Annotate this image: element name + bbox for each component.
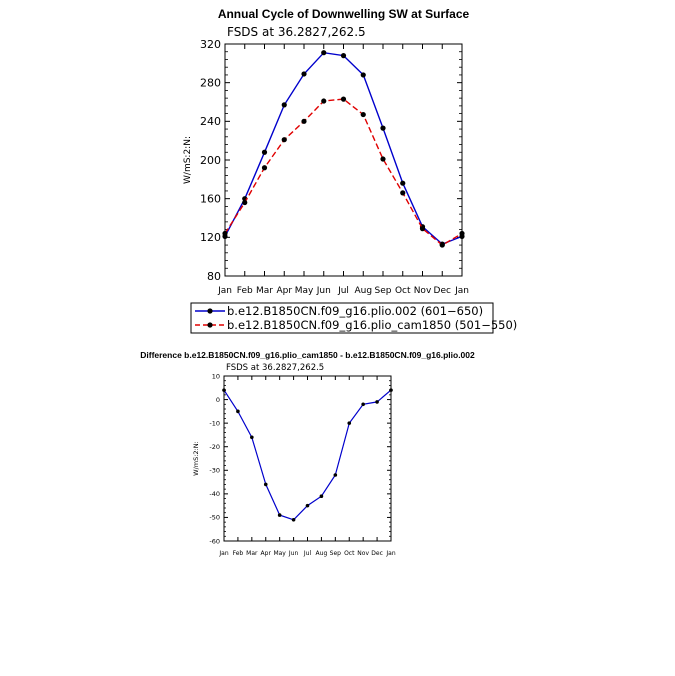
series-1-point <box>400 180 406 186</box>
series-2-point <box>301 118 307 124</box>
y-tick-label: 320 <box>200 38 221 51</box>
y-tick-label: 160 <box>200 193 221 206</box>
y-axis-label: W/mS:2:N: <box>183 136 193 184</box>
series-1-point <box>389 388 393 392</box>
series-2-point <box>321 98 327 104</box>
x-tick-label: Jun <box>316 286 331 296</box>
x-tick-label: Jan <box>454 286 469 296</box>
x-tick-label: Jun <box>288 550 299 557</box>
series-1-point <box>333 473 338 477</box>
series-2-point <box>242 199 248 206</box>
plot-frame <box>223 375 392 542</box>
x-tick-label: Apr <box>276 286 292 296</box>
x-tick-label: Jul <box>303 550 312 557</box>
series-2-point <box>261 165 268 171</box>
y-tick-label: -20 <box>209 443 220 451</box>
series-1-point <box>281 102 287 108</box>
x-tick-label: Aug <box>354 286 372 296</box>
x-tick-label: Oct <box>344 550 355 557</box>
legend-box <box>190 302 494 334</box>
x-tick-label: Mar <box>256 286 273 296</box>
x-tick-label: Jul <box>337 286 349 296</box>
series-2-point <box>281 137 287 143</box>
chart-title: Annual Cycle of Downwelling SW at Surfac… <box>218 7 470 21</box>
y-tick-label: -60 <box>209 537 220 545</box>
y-tick-label: -10 <box>209 419 220 427</box>
series-1-point <box>301 71 307 77</box>
legend-label-1: b.e12.B1850CN.f09_g16.plio.002 (601−650) <box>227 304 483 318</box>
series-1-point <box>305 503 310 508</box>
x-tick-label: Feb <box>233 550 244 557</box>
series-2-point <box>400 190 406 196</box>
x-tick-label: Dec <box>371 550 383 557</box>
series-2-point <box>419 226 426 232</box>
series-1-point <box>321 50 327 56</box>
y-tick-label: 240 <box>200 115 221 128</box>
chart-subtitle: FSDS at 36.2827,262.5 <box>227 25 366 39</box>
x-tick-label: Apr <box>261 550 272 557</box>
series-line-1 <box>224 51 463 245</box>
x-tick-label: Jan <box>218 550 228 557</box>
x-tick-label: Jan <box>217 286 232 296</box>
y-tick-label: -50 <box>209 514 220 522</box>
series-2-point <box>459 230 465 237</box>
series-1-point <box>277 513 282 517</box>
series-2-point <box>380 156 386 162</box>
series-1-point <box>380 125 386 131</box>
series-1-point <box>222 388 226 392</box>
y-tick-label: 80 <box>207 270 221 283</box>
y-axis-label: W/mS:2:N: <box>192 441 200 476</box>
series-2-point <box>439 242 445 248</box>
y-tick-label: -40 <box>209 490 220 498</box>
series-1-point <box>263 482 268 487</box>
x-tick-label: Mar <box>246 550 258 557</box>
x-tick-label: Oct <box>395 286 411 296</box>
legend-marker-2 <box>207 322 213 328</box>
x-tick-label: Sep <box>330 550 342 557</box>
series-1-point <box>340 53 347 59</box>
series-2-point <box>360 111 366 118</box>
x-tick-label: May <box>273 550 286 557</box>
x-tick-label: Dec <box>434 286 451 296</box>
series-1-point <box>250 435 254 440</box>
series-1-point <box>360 72 366 78</box>
x-tick-label: Feb <box>237 286 253 296</box>
difference-chart: Difference b.e12.B1850CN.f09_g16.plio_ca… <box>140 350 475 557</box>
x-tick-label: Nov <box>357 550 369 557</box>
series-2-point <box>222 230 228 237</box>
series-1-point <box>347 421 352 425</box>
legend-marker-1 <box>207 308 213 314</box>
y-tick-label: 10 <box>212 372 220 380</box>
series-1-point <box>261 149 268 155</box>
y-tick-label: -30 <box>209 467 220 475</box>
legend-label-2: b.e12.B1850CN.f09_g16.plio_cam1850 (501−… <box>227 318 517 332</box>
chart-title: Difference b.e12.B1850CN.f09_g16.plio_ca… <box>140 350 475 360</box>
y-tick-label: 120 <box>200 231 221 244</box>
chart-subtitle: FSDS at 36.2827,262.5 <box>226 363 324 373</box>
series-line-1 <box>223 389 392 521</box>
annual-cycle-chart: Annual Cycle of Downwelling SW at Surfac… <box>183 7 517 334</box>
series-1-point <box>361 402 365 407</box>
series-1-point <box>291 517 296 522</box>
series-1-point <box>375 400 379 404</box>
x-tick-label: Nov <box>414 286 432 296</box>
y-tick-label: 280 <box>200 77 221 90</box>
series-1-point <box>236 409 240 414</box>
series-line-2 <box>224 98 463 246</box>
x-tick-label: Aug <box>316 550 328 557</box>
x-tick-label: Jan <box>385 550 395 557</box>
series-2-point <box>340 96 347 102</box>
y-tick-label: 0 <box>216 396 220 404</box>
series-1-point <box>319 494 324 499</box>
x-tick-label: May <box>295 286 314 296</box>
x-tick-label: Sep <box>375 286 392 296</box>
y-tick-label: 200 <box>200 154 221 167</box>
